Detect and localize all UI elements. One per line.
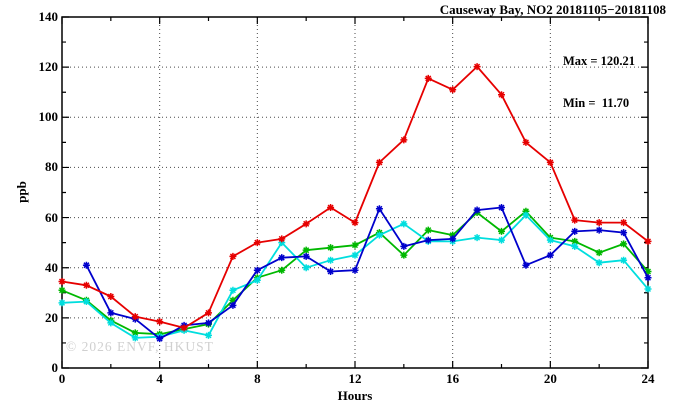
x-tick-label: 12 — [348, 371, 362, 386]
y-tick-label: 120 — [38, 59, 59, 75]
y-tick-label: 140 — [38, 9, 59, 24]
grid-lines — [62, 17, 648, 368]
x-tick-label: 24 — [641, 371, 655, 386]
y-tick-label: 0 — [51, 360, 59, 375]
min-value-label: Min = 11.70 — [563, 96, 630, 110]
series-blue-markers — [82, 204, 652, 343]
watermark: © 2026 ENVF, HKUST — [66, 339, 214, 354]
x-tick-label: 8 — [254, 371, 261, 386]
chart-title: Causeway Bay, NO2 20181105−20181108 — [439, 2, 666, 17]
x-tick-label: 4 — [156, 371, 163, 386]
x-tick-label: 16 — [446, 371, 460, 386]
y-tick-label: 20 — [45, 309, 58, 325]
x-tick-label: 0 — [58, 371, 66, 386]
x-axis-title: Hours — [337, 388, 373, 403]
y-tick-label: 40 — [45, 259, 58, 275]
stats-annotation: Max = 120.21 Min = 11.70 — [563, 26, 635, 138]
y-tick-label: 80 — [45, 159, 58, 175]
series-red-markers — [58, 63, 652, 332]
x-tick-label: 20 — [543, 371, 557, 386]
plot-frame — [61, 16, 649, 369]
y-axis-title: ppb — [14, 181, 29, 203]
max-value-label: Max = 120.21 — [563, 54, 636, 68]
y-tick-label: 60 — [45, 209, 58, 225]
series-blue-line — [85, 206, 649, 340]
y-tick-label: 100 — [38, 109, 59, 125]
